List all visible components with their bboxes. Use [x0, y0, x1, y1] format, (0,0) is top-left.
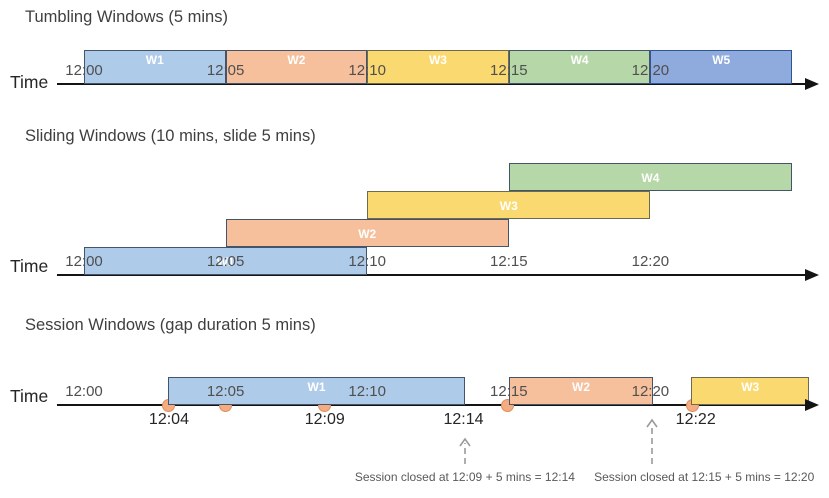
event-time-label: 12:04	[148, 411, 189, 428]
axis-tick-label: 12:10	[348, 253, 386, 270]
sliding-section-title: Sliding Windows (10 mins, slide 5 mins)	[25, 127, 316, 145]
window-w4: W4	[508, 50, 651, 84]
window-w3: W3	[367, 191, 651, 219]
window-label: W2	[358, 227, 377, 241]
axis-tick-label: 12:00	[65, 62, 103, 79]
axis-tick-label: 12:15	[490, 383, 528, 400]
timeline-axis	[57, 274, 807, 276]
session-closed-note: Session closed at 12:09 + 5 mins = 12:14	[354, 470, 575, 484]
window-w2: W2	[508, 377, 654, 405]
time-axis-label: Time	[10, 386, 49, 406]
window-label: W4	[570, 53, 589, 67]
axis-tick-label: 12:15	[490, 253, 528, 270]
event-time-label: 12:14	[443, 411, 484, 428]
window-label: W2	[287, 53, 306, 67]
axis-tick-label: 12:10	[348, 383, 386, 400]
window-w1: W1	[84, 247, 368, 275]
session-closed-arrow-icon	[458, 437, 472, 464]
timeline-arrowhead-icon	[805, 399, 819, 411]
axis-tick-label: 12:05	[206, 62, 245, 79]
axis-tick-label: 12:05	[206, 383, 245, 400]
axis-tick-label: 12:20	[631, 383, 670, 400]
axis-tick-label: 12:00	[65, 253, 103, 270]
window-w3: W3	[691, 377, 809, 405]
window-label: W1	[145, 53, 164, 67]
time-axis-label: Time	[10, 256, 49, 276]
timeline-arrowhead-icon	[805, 78, 819, 90]
window-w1: W1	[84, 50, 226, 84]
window-label: W5	[712, 53, 731, 67]
tumbling-section-title: Tumbling Windows (5 mins)	[25, 8, 228, 26]
window-w1: W1	[168, 377, 465, 405]
window-label: W3	[741, 380, 760, 394]
window-w3: W3	[367, 50, 509, 84]
window-w4: W4	[508, 163, 792, 191]
event-time-label: 12:22	[675, 411, 716, 428]
window-label: W1	[307, 380, 326, 394]
window-w5: W5	[650, 50, 792, 84]
timeline-arrowhead-icon	[805, 269, 819, 281]
axis-tick-label: 12:00	[65, 383, 103, 400]
axis-tick-label: 12:20	[631, 253, 670, 270]
timeline-axis	[57, 404, 807, 406]
axis-tick-label: 12:15	[490, 62, 528, 79]
window-label: W3	[428, 53, 447, 67]
window-w2: W2	[225, 219, 509, 247]
session-section-title: Session Windows (gap duration 5 mins)	[25, 316, 316, 334]
axis-tick-label: 12:05	[206, 253, 245, 270]
session-closed-arrow-icon	[645, 418, 659, 464]
window-label: W1	[216, 255, 235, 269]
axis-tick-label: 12:20	[631, 62, 670, 79]
window-label: W2	[572, 380, 590, 394]
window-w2: W2	[225, 50, 368, 84]
time-axis-label: Time	[10, 72, 49, 92]
window-label: W4	[641, 171, 660, 185]
timeline-axis	[57, 83, 807, 85]
event-time-label: 12:09	[304, 411, 345, 428]
axis-tick-label: 12:10	[348, 62, 386, 79]
session-closed-note: Session closed at 12:15 + 5 mins = 12:20	[594, 470, 815, 484]
window-label: W3	[499, 199, 518, 213]
